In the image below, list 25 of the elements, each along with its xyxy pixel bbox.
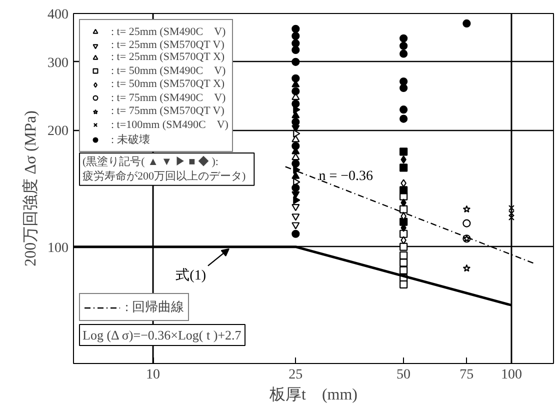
legend-label: : 未破壊 (111, 133, 150, 147)
legend-label: : t= 75mm (SM570QT V) (111, 105, 224, 117)
annotation: (黒塗り記号( ▲ ▼ ▶ ■ ◆ ): 疲労寿命が200万回以上のデータ) (82, 155, 246, 182)
x-tick-label: 10 (146, 368, 160, 382)
x-tick-label: 100 (500, 368, 522, 382)
legend-label: : t= 25mm (SM570QT V) (111, 39, 224, 51)
legend-label: : t=100mm (SM490C V) (111, 118, 228, 132)
x-axis-title: 板厚t (mm) (268, 386, 358, 404)
legend-label: : t= 75mm (SM490C V) (111, 91, 226, 105)
legend-label: : t= 50mm (SM490C V) (111, 64, 226, 78)
x-tick-label: 50 (396, 368, 411, 382)
legend-label: : t= 25mm (SM570QT X) (111, 51, 225, 63)
x-tick-label: 25 (288, 368, 303, 382)
legend-label: : 回帰曲線 (125, 298, 184, 316)
x-tick-label: 75 (460, 368, 474, 382)
y-tick-label: 300 (48, 56, 68, 71)
y-tick-label: 400 (48, 8, 68, 22)
y-axis-title: 200万回強度 Δσ (MPa) (22, 110, 40, 266)
y-tick-label: 200 (48, 124, 68, 140)
y-tick-label: 100 (48, 240, 68, 256)
annotation: n = −0.36 (318, 168, 374, 184)
legend-label: : t= 25mm (SM490C V) (111, 25, 226, 39)
annotation: 式(1) (176, 267, 206, 284)
annotation: Log (Δ σ)=−0.36×Log( t )+2.7 (82, 328, 242, 342)
legend-label: : t= 50mm (SM570QT X) (111, 78, 225, 90)
